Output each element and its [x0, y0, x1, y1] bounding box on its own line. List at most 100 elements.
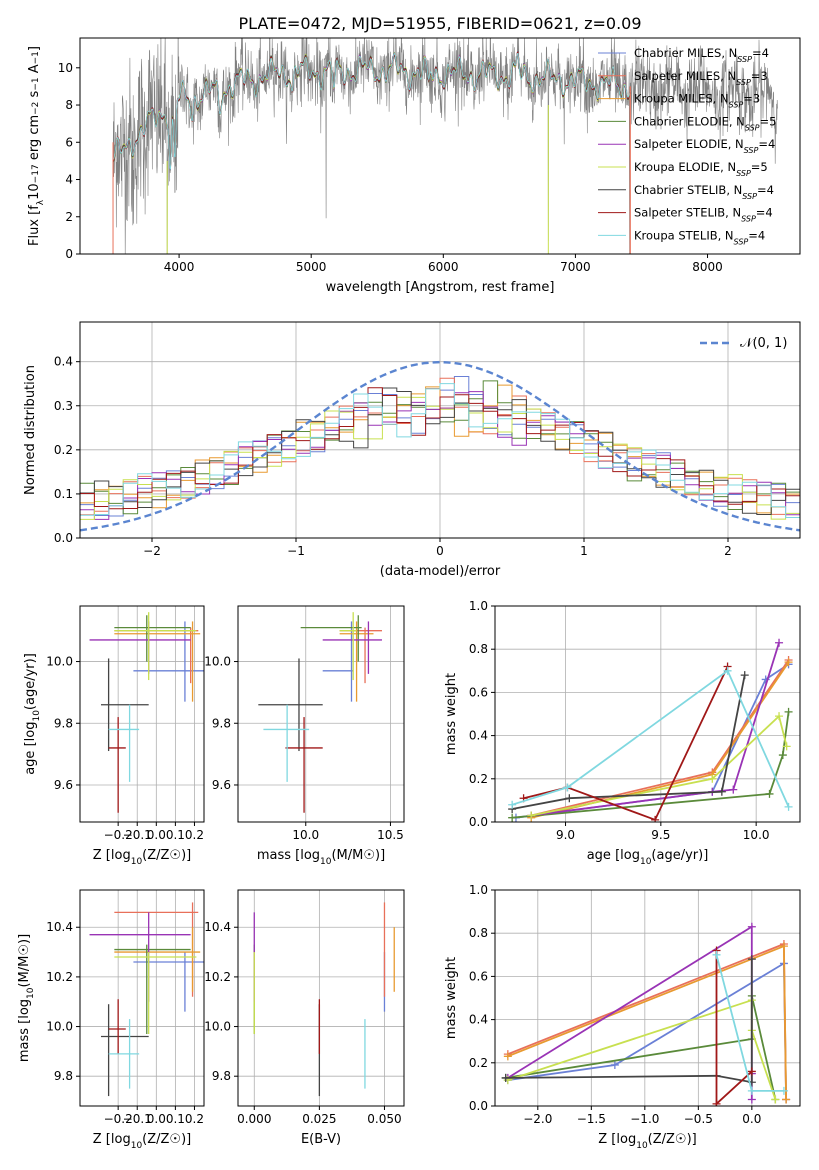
axes-frame [494, 889, 801, 1107]
plot-area [253, 902, 395, 1097]
x-axis-label: Z [log10(Z/Z☉)] [598, 1132, 696, 1151]
y-tick-label: 9.8 [212, 716, 231, 730]
mass-weight-marker [784, 707, 793, 716]
x-tick-label: 9.5 [651, 828, 670, 842]
y-tick-label: 0.6 [469, 969, 488, 983]
plot-area [80, 360, 800, 532]
y-axis-label: Normed distribution [23, 365, 38, 495]
y-tick-label: 9.6 [54, 778, 73, 792]
x-tick-label: 10.5 [377, 828, 404, 842]
x-tick-label: 0.0 [742, 1112, 761, 1126]
residual-histogram [80, 387, 800, 515]
mass-weight-marker [740, 671, 749, 680]
y-tick-label: 10.0 [46, 1020, 73, 1034]
axes-frame [237, 605, 405, 823]
mass-weight-line [512, 711, 790, 819]
mass-weight-line [512, 674, 746, 810]
y-tick-label: 4 [65, 173, 73, 187]
mass-weight-marker [610, 1060, 619, 1069]
y-tick-label: 10.2 [204, 970, 231, 984]
y-tick-label: 10.2 [46, 970, 73, 984]
mass-weight-vs-metallicity-panel: −2.0 −1.5 −1.0 −0.5 0.0 0.0 0.2 0.4 0.6 0.8 1.0 Z [… [444, 883, 801, 1151]
mass-weight-marker [508, 813, 517, 822]
age-vs-metallicity-panel: −0.2−0.10.0 0.1 0.2 9.6 9.8 10.0 Z [log10(Z/Z☉… [23, 605, 205, 867]
plot-area [89, 902, 204, 1097]
plot-area [508, 638, 793, 822]
y-tick-label: 0.2 [54, 443, 73, 457]
mass-weight-marker [778, 751, 787, 760]
mass-weight-line [505, 959, 753, 1084]
mass-vs-extinction-panel: 0.000 0.025 0.050 9.8 10.0 10.2 10.4 E(B-V) [204, 889, 405, 1147]
residual-histogram-panel: −2 −1 0 1 2 0.0 0.1 0.2 0.3 0.4 (data-model)/error… [23, 321, 801, 579]
mass-weight-marker [565, 794, 574, 803]
y-tick-label: 0.4 [469, 729, 488, 743]
mass-weight-marker [503, 1052, 512, 1061]
x-tick-label: 0.2 [185, 1112, 204, 1126]
legend-entry: Salpeter MILES, NSSP=3 [634, 69, 768, 87]
y-axis-label: mass weight [444, 957, 459, 1039]
model-spectrum [112, 52, 632, 170]
legend: 𝒩(0, 1) [700, 336, 787, 351]
mass-weight-marker [779, 942, 788, 951]
x-tick-label: 0.2 [185, 828, 204, 842]
legend-entry: 𝒩(0, 1) [740, 336, 787, 351]
y-tick-label: 0.4 [469, 1013, 488, 1027]
x-tick-label: 9.0 [556, 828, 575, 842]
y-tick-label: 6 [65, 135, 73, 149]
x-tick-label: 0.050 [367, 1112, 401, 1126]
x-tick-label: −1 [287, 544, 305, 558]
axes-frame [79, 37, 801, 255]
x-tick-label: −0.2 [104, 828, 133, 842]
x-tick-label: 0.025 [302, 1112, 336, 1126]
y-tick-label: 8 [65, 98, 73, 112]
mass-weight-marker [747, 1095, 756, 1104]
y-tick-label: 0.8 [469, 642, 488, 656]
x-tick-label: 10.0 [743, 828, 770, 842]
x-tick-label: −2 [143, 544, 161, 558]
x-tick-label: 2 [724, 544, 732, 558]
legend-entry: Kroupa STELIB, NSSP=4 [634, 228, 765, 246]
mass-weight-marker [775, 712, 784, 721]
spectrum-panel: 4000 5000 6000 7000 8000 0 2 4 6 8 10 wavelength [A… [27, 37, 801, 295]
legend-entry: Chabrier MILES, NSSP=4 [634, 46, 769, 64]
y-tick-label: 0.6 [469, 685, 488, 699]
x-tick-label: 0.000 [237, 1112, 271, 1126]
mass-weight-marker [708, 774, 717, 783]
y-tick-label: 0.1 [54, 487, 73, 501]
mass-weight-line [511, 669, 790, 808]
x-axis-label: (data-model)/error [380, 564, 501, 579]
legend-entry: Kroupa MILES, NSSP=3 [634, 92, 760, 110]
y-tick-label: 9.8 [212, 1069, 231, 1083]
mass-weight-line [531, 714, 788, 817]
axes-frame [79, 321, 801, 539]
mass-weight-marker [501, 1073, 510, 1082]
residual-histogram [80, 383, 800, 518]
plot-area [112, 38, 778, 254]
plot-area [258, 612, 382, 813]
y-tick-label: 0.0 [469, 815, 488, 829]
mass-weight-marker [779, 1086, 788, 1095]
mass-weight-marker [747, 955, 756, 964]
mass-weight-marker [717, 787, 726, 796]
age-vs-mass-panel: 10.0 10.5 9.6 9.8 10.0 mass [log10(M/M☉)] [204, 605, 405, 867]
x-tick-label: 7000 [560, 260, 591, 274]
axes-frame [79, 605, 205, 823]
mass-weight-marker [782, 742, 791, 751]
mass-weight-marker [712, 950, 721, 959]
mass-weight-marker [784, 802, 793, 811]
mass-weight-marker [508, 800, 517, 809]
x-tick-label: 0.1 [166, 1112, 185, 1126]
y-tick-label: 2 [65, 210, 73, 224]
y-tick-label: 1.0 [469, 599, 488, 613]
mass-weight-marker [747, 1067, 756, 1076]
axes-frame [494, 605, 801, 823]
y-tick-label: 0.8 [469, 926, 488, 940]
figure-title: PLATE=0472, MJD=51955, FIBERID=0621, z=0… [238, 14, 641, 33]
x-tick-label: 5000 [296, 260, 327, 274]
mass-weight-line [505, 995, 777, 1100]
x-tick-label: −1.0 [630, 1112, 659, 1126]
mass-weight-marker [747, 1086, 756, 1095]
y-tick-label: 0.2 [469, 772, 488, 786]
legend: Chabrier MILES, NSSP=4 Salpeter MILES, NS… [598, 46, 776, 246]
